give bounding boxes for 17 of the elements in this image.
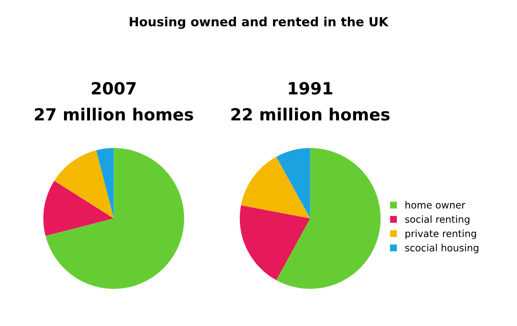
pie-slice: [43, 180, 114, 236]
pie-slice: [276, 148, 381, 289]
pie-slice: [96, 148, 114, 218]
legend-label: scocial housing: [405, 244, 478, 254]
pie-slice: [46, 148, 184, 289]
chart-title: 2007: [92, 82, 136, 95]
pie-slice: [241, 156, 310, 218]
chart-title: 1991: [288, 82, 332, 95]
pie-slice: [54, 150, 114, 218]
pie-slice: [240, 205, 310, 280]
chart-subtitle: 27 million homes: [34, 108, 194, 121]
pie-slice: [276, 148, 310, 218]
legend-label: social renting: [405, 215, 470, 225]
chart-subtitle: 22 million homes: [231, 108, 390, 121]
legend-label: private renting: [406, 230, 476, 240]
text: Housing owned and rented in the UK: [130, 16, 389, 29]
legend-label: home owner: [406, 201, 466, 209]
